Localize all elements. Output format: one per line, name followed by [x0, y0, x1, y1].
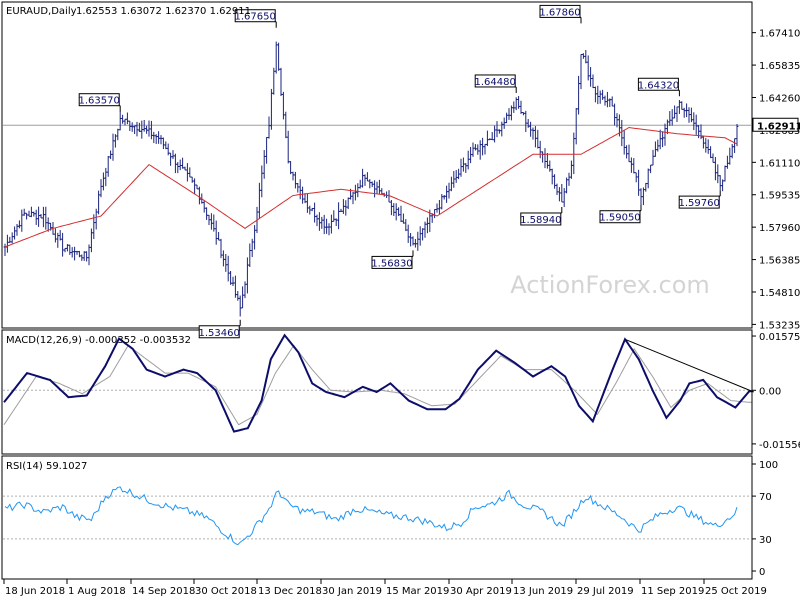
price-y-tick-label: 1.64260	[759, 93, 800, 104]
annotation-box	[678, 195, 720, 209]
rsi-panel	[1, 455, 753, 580]
annotation-box	[599, 210, 641, 224]
rsi-y-tick-label: 0	[759, 567, 765, 578]
axis-layer: 1.674101.658351.642601.626851.611101.595…	[3, 29, 800, 597]
price-y-tick-label: 1.54810	[759, 288, 800, 299]
x-tick-label: 30 Jan 2019	[322, 586, 382, 597]
annotation-label: 1.58940	[520, 215, 561, 226]
x-tick-label: 1 Aug 2018	[68, 586, 126, 597]
price-annotation: 1.59050	[599, 204, 642, 224]
price-y-tick-label: 1.59535	[759, 191, 800, 202]
x-tick-label: 13 Dec 2018	[258, 586, 322, 597]
x-tick-label: 29 Jul 2019	[577, 586, 634, 597]
macd-title: MACD(12,26,9) -0.000352 -0.003532	[6, 335, 191, 346]
annotation-box	[474, 74, 516, 88]
price-y-tick-label: 1.53235	[759, 320, 800, 331]
x-tick-label: 30 Apr 2019	[450, 586, 512, 597]
macd-trendline	[624, 338, 754, 393]
rsi-title: RSI(14) 59.1027	[6, 461, 87, 472]
x-tick-label: 14 Sep 2018	[132, 586, 195, 597]
annotation-box	[198, 325, 240, 339]
rsi-layer	[3, 486, 751, 546]
x-tick-label: 18 Jun 2018	[5, 586, 65, 597]
annotation-label: 1.64320	[638, 80, 679, 91]
price-layer: 1.63570 1.53460 1.67650 1.56830 1.64480 1.589…	[3, 4, 751, 339]
price-annotation: 1.67650	[234, 9, 277, 28]
moving-average-line	[4, 126, 738, 248]
x-tick-label: 13 Jun 2019	[513, 586, 573, 597]
watermark: ActionForex.com	[510, 271, 710, 299]
price-y-tick-label: 1.65835	[759, 61, 800, 72]
annotation-label: 1.67650	[235, 12, 276, 23]
annotation-label: 1.59050	[599, 213, 640, 224]
annotation-box	[78, 93, 120, 107]
price-title: EURAUD,Daily	[6, 6, 77, 17]
price-panel	[1, 1, 753, 329]
macd-layer	[3, 333, 754, 433]
annotation-box	[371, 255, 413, 269]
annotation-label: 1.53460	[199, 328, 240, 339]
annotation-label: 1.59760	[679, 198, 720, 209]
price-annotation: 1.53460	[198, 319, 241, 339]
annotation-label: 1.63570	[79, 96, 120, 107]
annotation-box	[520, 212, 562, 226]
x-tick-label: 25 Oct 2019	[705, 586, 767, 597]
annotation-label: 1.56830	[371, 258, 412, 269]
price-y-tick-label: 1.57960	[759, 223, 800, 234]
macd-line	[3, 333, 752, 433]
rsi-y-tick-label: 70	[759, 492, 772, 503]
price-annotation: 1.67860	[539, 4, 582, 24]
price-ohlc-readout: 1.62553 1.63072 1.62370 1.62911	[76, 6, 251, 17]
annotation-label: 1.64480	[475, 77, 516, 88]
rsi-line	[4, 486, 738, 546]
price-annotation: 1.64320	[637, 77, 680, 97]
price-y-tick-label: 1.67410	[759, 29, 800, 40]
price-annotation: 1.64480	[474, 74, 517, 93]
x-tick-label: 15 Mar 2019	[386, 586, 449, 597]
current-price-label: 1.62911	[757, 121, 800, 132]
macd-panel	[1, 329, 753, 455]
macd-y-tick-label: 0.01575	[759, 332, 800, 343]
price-annotation: 1.58940	[520, 206, 563, 226]
price-annotation: 1.63570	[78, 93, 121, 112]
annotation-label: 1.67860	[539, 7, 580, 18]
price-y-tick-label: 1.61110	[759, 158, 800, 169]
price-annotation: 1.56830	[371, 250, 414, 269]
macd-y-tick-label: -0.015568	[759, 440, 800, 451]
x-tick-label: 11 Sep 2019	[641, 586, 704, 597]
annotation-box	[637, 77, 679, 91]
current-price-box	[752, 117, 799, 132]
annotation-box	[234, 9, 276, 23]
rsi-y-tick-label: 30	[759, 535, 772, 546]
price-y-tick-label: 1.56385	[759, 256, 800, 267]
price-annotation: 1.59760	[679, 190, 721, 209]
rsi-y-tick-label: 100	[759, 460, 778, 471]
annotation-box	[539, 4, 581, 18]
x-tick-label: 30 Oct 2018	[195, 586, 257, 597]
macd-y-tick-label: 0.00	[759, 386, 781, 397]
